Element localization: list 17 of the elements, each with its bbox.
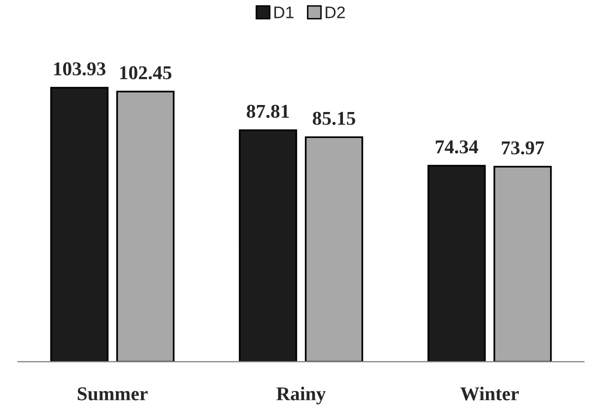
x-tick-label: Summer bbox=[78, 387, 148, 400]
bar bbox=[50, 86, 108, 362]
bar bbox=[494, 166, 552, 362]
data-label: 74.34 bbox=[436, 140, 478, 154]
legend-label: D1 bbox=[274, 6, 294, 18]
data-label: 102.45 bbox=[120, 66, 172, 80]
bar bbox=[427, 164, 486, 362]
data-label: 73.97 bbox=[502, 141, 544, 154]
legend-label: D2 bbox=[326, 6, 345, 18]
bar bbox=[116, 90, 175, 362]
data-label: 85.15 bbox=[312, 112, 356, 125]
bar bbox=[238, 129, 298, 362]
x-tick-label: Rainy bbox=[276, 386, 326, 404]
data-label: 87.81 bbox=[246, 104, 289, 118]
x-tick-label: Winter bbox=[460, 386, 519, 400]
data-label: 103.93 bbox=[54, 62, 106, 76]
bar bbox=[304, 136, 364, 362]
